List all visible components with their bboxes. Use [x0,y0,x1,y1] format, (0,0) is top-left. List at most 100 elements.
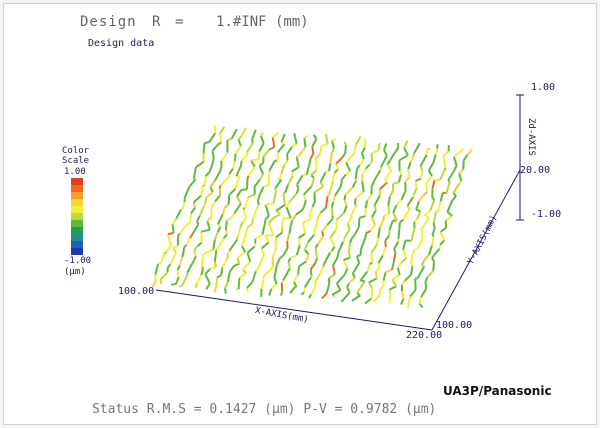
trace-segment [238,271,247,279]
trace-segment [425,183,429,192]
trace-segment [343,194,347,201]
trace-segment [420,288,427,298]
trace-segment [398,154,409,162]
trace-segment [388,285,397,291]
trace-segment [224,203,230,209]
trace-segment [429,199,436,212]
trace-segment [365,230,371,234]
trace-segment [359,237,367,250]
trace-segment [309,153,315,159]
color-scale-swatch [71,241,83,248]
trace-segment [204,170,211,178]
trace-segment [401,290,405,299]
trace-segment [179,225,187,235]
trace-segment [253,243,257,247]
trace-segment [374,271,378,279]
trace-segment [208,132,216,143]
trace-segment [340,179,343,187]
trace-segment [384,170,393,180]
trace-segment [311,201,316,208]
trace-segment [397,232,401,239]
trace-segment [239,160,243,167]
trace-segment [296,174,304,186]
trace-segment [388,220,394,231]
trace-segment [349,237,354,244]
trace-segment [331,289,342,296]
trace-segment [309,269,313,276]
trace-segment [253,179,261,188]
trace-segment [251,209,257,221]
trace-segment [337,241,345,254]
trace-segment [365,164,371,170]
trace-segment [236,189,242,198]
status-line: Status R.M.S = 0.1427 (μm) P-V = 0.9782 … [92,402,437,417]
trace-segment [282,267,291,281]
trace-segment [236,227,242,237]
trace-segment [373,205,377,211]
trace-segment [452,192,457,197]
trace-segment [447,171,455,182]
trace-segment [204,197,208,205]
trace-segment [196,241,203,247]
trace-segment [409,289,417,297]
trace-segment [316,212,322,220]
y-axis-line [431,169,521,331]
trace-segment [279,254,285,260]
trace-segment [222,233,228,240]
trace-segment [410,254,414,264]
trace-segment [424,276,429,283]
trace-segment [227,250,231,254]
trace-segment [228,187,237,196]
color-scale-swatch [71,199,83,206]
trace-segment [335,212,345,221]
trace-segment [293,133,298,144]
trace-segment [428,245,434,255]
trace-segment [445,215,453,222]
trace-segment [243,196,249,209]
trace-segment [298,232,306,239]
trace-segment [239,221,244,229]
trace-segment [372,294,381,303]
trace-segment [263,184,270,188]
trace-segment [360,152,365,160]
trace-segment [438,244,442,249]
trace-segment [274,179,283,190]
trace-segment [356,254,361,258]
trace-segment [336,252,340,259]
trace-segment [310,287,316,295]
trace-segment [192,202,197,209]
trace-segment [268,160,276,172]
trace-segment [392,212,398,222]
trace-segment [171,217,178,225]
trace-segment [370,216,376,226]
trace-segment [240,153,249,162]
trace-segment [412,194,415,198]
brand-label: UA3P/Panasonic [443,384,552,398]
trace-segment [452,165,458,173]
trace-segment [246,222,254,229]
trace-segment [388,189,395,198]
trace-segment [245,152,249,155]
trace-segment [233,153,237,162]
trace-segment [219,175,231,187]
trace-segment [466,148,473,156]
trace-segment [389,156,393,161]
trace-segment [418,194,425,202]
trace-segment [216,226,222,233]
trace-segment [437,201,442,211]
trace-segment [273,277,278,285]
trace-segment [242,208,248,220]
trace-segment [356,255,361,264]
trace-segment [353,144,357,152]
trace-segment [392,181,400,185]
trace-segment [411,251,415,255]
trace-segment [329,229,337,239]
trace-segment [398,222,401,233]
trace-segment [412,153,416,158]
trace-segment [328,274,335,279]
trace-segment [420,259,426,266]
trace-segment [342,237,346,243]
trace-segment [300,291,305,296]
trace-segment [314,257,318,263]
trace-segment [210,200,217,208]
